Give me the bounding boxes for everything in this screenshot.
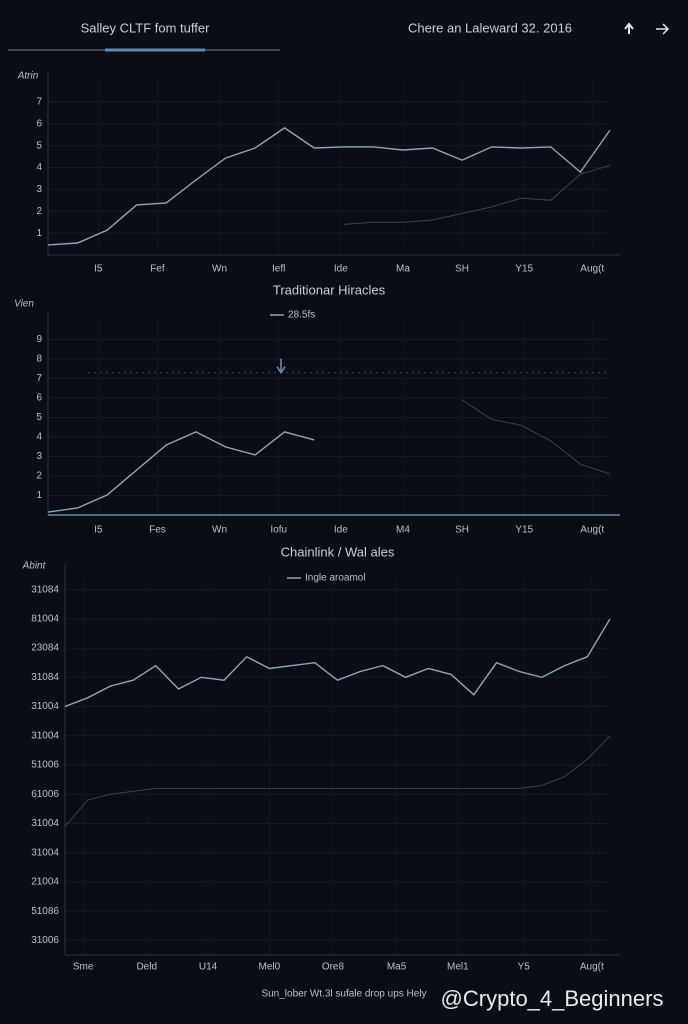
watermark: @Crypto_4_Beginners (441, 986, 664, 1011)
x-tick-label: Iofu (270, 525, 287, 536)
y-tick-label: 9 (36, 334, 42, 345)
y-tick-label: 51006 (31, 760, 59, 771)
x-tick-label: Fef (150, 264, 165, 275)
x-tick-label: Ma (396, 264, 410, 275)
y-tick-label: 5 (36, 140, 42, 151)
chart-title: Traditionar Hiracles (273, 282, 386, 297)
y-tick-label: 51086 (31, 906, 59, 917)
y-tick-label: 4 (36, 432, 42, 443)
x-tick-label: Ma5 (387, 962, 407, 973)
y-tick-label: 81004 (31, 613, 59, 624)
series-line (47, 127, 611, 246)
y-axis-label: Vien (14, 299, 34, 310)
x-tick-label: Deld (136, 962, 157, 973)
x-tick-label: Y15 (515, 525, 533, 536)
x-tick-label: Wn (212, 525, 227, 536)
y-tick-label: 5 (36, 412, 42, 423)
y-tick-label: 2 (36, 206, 42, 217)
x-tick-label: Y5 (518, 962, 531, 973)
x-tick-label: SH (455, 264, 469, 275)
x-tick-label: Sme (73, 962, 94, 973)
y-tick-label: 21004 (31, 877, 59, 888)
y-tick-label: 7 (36, 373, 42, 384)
y-tick-label: 3 (36, 184, 42, 195)
next-button[interactable] (656, 23, 670, 35)
y-tick-label: 31004 (31, 730, 59, 741)
y-axis-label: Abint (22, 561, 47, 572)
x-tick-label: SH (455, 525, 469, 536)
y-tick-label: 61006 (31, 789, 59, 800)
x-tick-label: Ore8 (322, 962, 345, 973)
x-tick-label: U14 (199, 962, 218, 973)
series-line (64, 618, 611, 708)
y-tick-label: 31084 (31, 584, 59, 595)
x-tick-label: Aug(t (580, 962, 604, 973)
series-line (343, 164, 611, 225)
y-tick-label: 31006 (31, 935, 59, 946)
series-line (47, 431, 315, 513)
x-tick-label: Mel1 (447, 962, 469, 973)
x-tick-label: Aug(t (580, 264, 604, 275)
x-tick-label: Y15 (515, 264, 533, 275)
x-tick-label: Iefl (272, 264, 285, 275)
x-tick-label: Aug(t (580, 525, 604, 536)
y-tick-label: 31004 (31, 847, 59, 858)
y-tick-label: 6 (36, 118, 42, 129)
y-tick-label: 8 (36, 354, 42, 365)
series-line (64, 735, 611, 827)
y-tick-label: 2 (36, 471, 42, 482)
x-tick-label: Wn (212, 264, 227, 275)
y-tick-label: 1 (36, 490, 42, 501)
x-tick-label: Ide (334, 264, 348, 275)
x-tick-label: M4 (396, 525, 410, 536)
y-tick-label: 4 (36, 162, 42, 173)
footer: Sun_lober Wt.3l sufale drop ups Hely (261, 989, 426, 1000)
x-tick-label: Mel0 (259, 962, 281, 973)
x-tick-label: I5 (94, 525, 103, 536)
x-tick-label: I5 (94, 264, 103, 275)
x-tick-label: Ide (334, 525, 348, 536)
y-tick-label: 1 (36, 228, 42, 239)
y-axis-label: Atrin (17, 71, 39, 82)
legend-label: Ingle aroamol (305, 573, 366, 584)
y-tick-label: 31004 (31, 818, 59, 829)
y-tick-label: 23084 (31, 643, 59, 654)
legend-label: 28.5fs (288, 310, 315, 321)
y-tick-label: 7 (36, 97, 42, 108)
up-button[interactable] (624, 22, 634, 34)
header-title: Salley CLTF fom tuffer (81, 20, 211, 35)
y-tick-label: 31004 (31, 701, 59, 712)
header-date: Chere an Laleward 32. 2016 (408, 20, 572, 35)
y-tick-label: 31084 (31, 672, 59, 683)
x-tick-label: Fes (149, 525, 166, 536)
series-line (461, 399, 611, 475)
marker-arrow (276, 358, 286, 375)
chart-title: Chainlink / Wal ales (281, 544, 395, 559)
y-tick-label: 3 (36, 451, 42, 462)
y-tick-label: 6 (36, 393, 42, 404)
